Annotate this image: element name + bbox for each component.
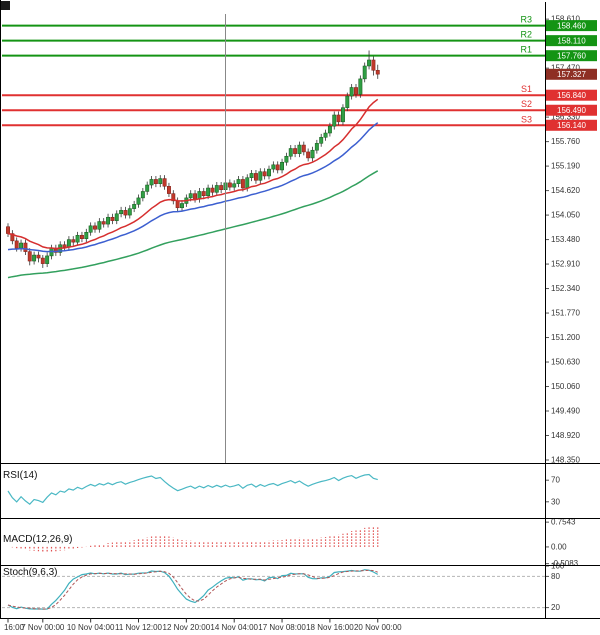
ma-mid xyxy=(7,122,379,253)
svg-text:158.460: 158.460 xyxy=(557,21,586,30)
svg-text:156.330: 156.330 xyxy=(551,113,580,122)
axis-price-labels: 158.460 158.110 157.760 156.840 156.490 156.1… xyxy=(546,20,597,131)
pivot-label-s2: S2 xyxy=(521,99,532,109)
pivot-label-s3: S3 xyxy=(521,114,532,124)
pivot-label-r1: R1 xyxy=(520,45,532,55)
svg-text:148.350: 148.350 xyxy=(551,455,580,464)
svg-text:155.190: 155.190 xyxy=(551,162,580,171)
svg-text:156.140: 156.140 xyxy=(557,121,586,130)
ma-fast xyxy=(7,98,379,250)
svg-text:158.110: 158.110 xyxy=(557,36,586,45)
svg-text:0.7543: 0.7543 xyxy=(551,518,576,527)
rsi-label: RSI(14) xyxy=(3,470,38,481)
current-price-label xyxy=(546,68,597,80)
svg-text:148.920: 148.920 xyxy=(551,431,580,440)
x-tick-label: 17 Nov 08:00 xyxy=(258,623,306,632)
svg-text:152.340: 152.340 xyxy=(551,284,580,293)
pivot-lines: R3 R2 R1 S1 S2 S3 xyxy=(2,15,545,127)
svg-text:80: 80 xyxy=(551,572,560,581)
svg-text:157.327: 157.327 xyxy=(557,70,586,79)
svg-text:157.760: 157.760 xyxy=(557,51,586,60)
svg-text:20: 20 xyxy=(551,603,560,612)
x-tick-label: 20 Nov 00:00 xyxy=(354,623,402,632)
price-axis: 158.610 157.470 156.330 155.760 155.190 154.6… xyxy=(545,15,580,464)
svg-text:153.480: 153.480 xyxy=(551,235,580,244)
svg-text:30: 30 xyxy=(551,497,560,506)
svg-text:158.610: 158.610 xyxy=(551,15,580,24)
x-tick-label: 14 Nov 04:00 xyxy=(210,623,258,632)
svg-text:150.060: 150.060 xyxy=(551,382,580,391)
x-tick-label: 7 Nov 00:00 xyxy=(21,623,65,632)
svg-text:151.770: 151.770 xyxy=(551,309,580,318)
x-tick-label: 18 Nov 16:00 xyxy=(306,623,354,632)
stoch-k-line xyxy=(7,569,379,610)
svg-text:155.760: 155.760 xyxy=(551,137,580,146)
time-axis: 16:007 Nov 00:00 10 Nov 04:00 11 Nov 12:00… xyxy=(4,618,402,632)
x-tick-label: 11 Nov 12:00 xyxy=(115,623,163,632)
svg-text:150.630: 150.630 xyxy=(551,358,580,367)
svg-text:156.840: 156.840 xyxy=(557,91,586,100)
svg-text:70: 70 xyxy=(551,476,560,485)
stoch-label: Stoch(9,6,3) xyxy=(3,567,58,578)
candles xyxy=(6,50,380,268)
svg-text:151.200: 151.200 xyxy=(551,333,580,342)
ma-slow xyxy=(7,170,379,279)
x-tick-label: 12 Nov 20:00 xyxy=(163,623,211,632)
macd-histogram xyxy=(11,526,379,553)
svg-text:0.00: 0.00 xyxy=(551,542,567,551)
svg-text:149.490: 149.490 xyxy=(551,407,580,416)
pivot-label-r3: R3 xyxy=(520,15,532,25)
svg-text:-0.5083: -0.5083 xyxy=(551,559,579,568)
svg-text:154.620: 154.620 xyxy=(551,186,580,195)
macd-label: MACD(12,26,9) xyxy=(3,534,73,545)
x-tick-label: 16:00 xyxy=(4,623,25,632)
stoch-d-line xyxy=(7,569,378,610)
rsi-line xyxy=(7,473,378,506)
chart-frame xyxy=(0,0,600,619)
svg-text:156.490: 156.490 xyxy=(557,106,586,115)
svg-text:154.050: 154.050 xyxy=(551,211,580,220)
svg-text:152.910: 152.910 xyxy=(551,260,580,269)
svg-text:157.470: 157.470 xyxy=(551,64,580,73)
pivot-label-s1: S1 xyxy=(521,84,532,94)
x-tick-label: 10 Nov 04:00 xyxy=(67,623,115,632)
corner-logo-mark xyxy=(1,1,10,10)
pivot-label-r2: R2 xyxy=(520,30,532,40)
